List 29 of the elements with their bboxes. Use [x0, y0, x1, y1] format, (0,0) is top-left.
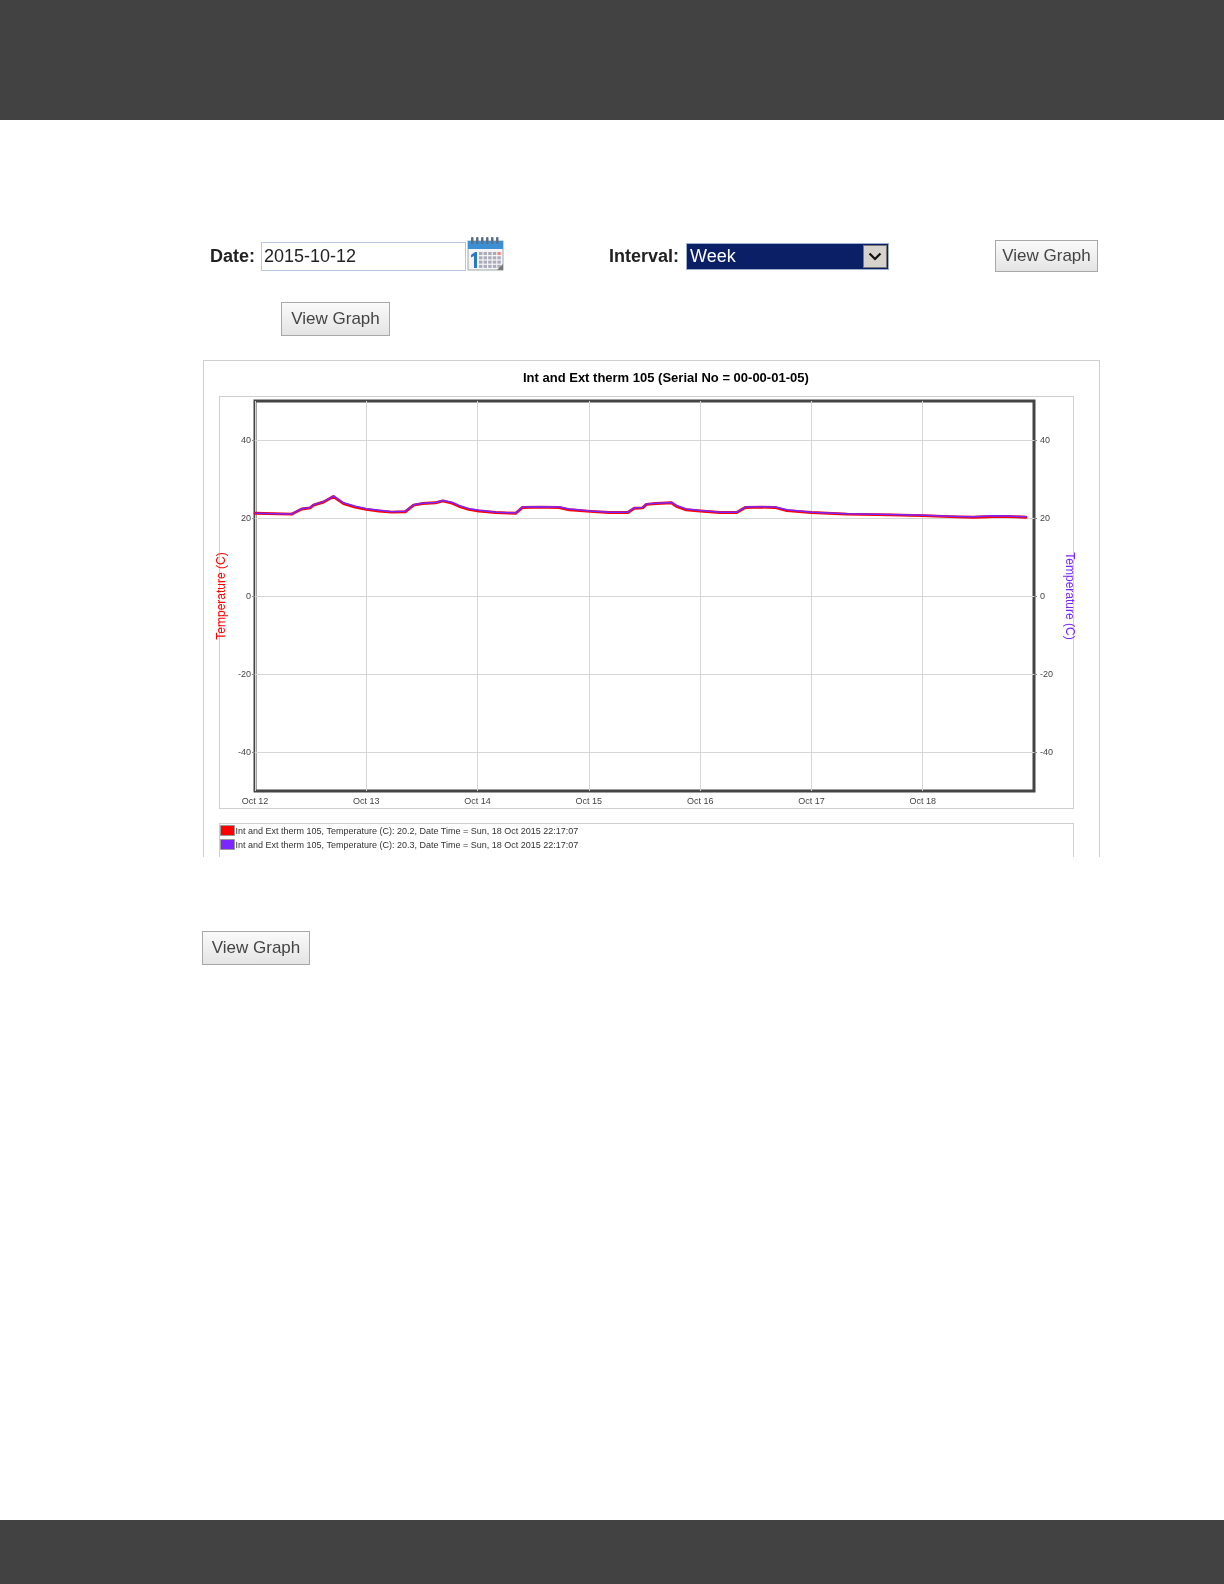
- x-tick-label: Oct 16: [686, 795, 714, 806]
- button: View Graph: [202, 931, 310, 965]
- y-tick-label: 0: [245, 591, 251, 601]
- x-tick-label: Oct 15: [575, 795, 603, 806]
- legend-label: Int and Ext therm 105, Temperature (C): 20.3, Date Time = Sun, 18 Oct 2015 22:17:07: [235, 839, 579, 850]
- y2-tick-label: -20: [1040, 669, 1054, 679]
- y2-axis-title: Temperature (C): [1062, 552, 1077, 640]
- x-tick-label: Oct 18: [909, 795, 936, 806]
- date-field: 2015-10-12: [261, 242, 466, 271]
- y2-tick-label: 40: [1040, 435, 1051, 445]
- legend-label: Int and Ext therm 105, Temperature (C): 20.2, Date Time = Sun, 18 Oct 2015 22:17:07: [235, 825, 579, 836]
- y2-tick-label: 20: [1040, 513, 1051, 523]
- dropdown-field: Week: [686, 243, 889, 270]
- text: Interval:: [609, 245, 680, 268]
- y-tick-label: 40: [240, 435, 251, 445]
- button: View Graph: [281, 302, 390, 336]
- button: View Graph: [995, 240, 1098, 272]
- y-axis-title: Temperature (C): [214, 552, 229, 640]
- x-tick-label: Oct 14: [464, 795, 491, 806]
- y-tick-label: 20: [240, 513, 251, 523]
- y-tick-label: -40: [237, 747, 251, 757]
- chart-title: Int and Ext therm 105 (Serial No = 00-00-01-05): [523, 370, 809, 385]
- x-tick-label: Oct 17: [798, 795, 825, 806]
- x-tick-label: Oct 12: [241, 795, 269, 806]
- y2-tick-label: 0: [1040, 591, 1046, 601]
- text: Date:: [210, 245, 256, 268]
- y2-tick-label: -40: [1040, 747, 1054, 757]
- y-tick-label: -20: [237, 669, 251, 679]
- x-tick-label: Oct 13: [353, 795, 380, 806]
